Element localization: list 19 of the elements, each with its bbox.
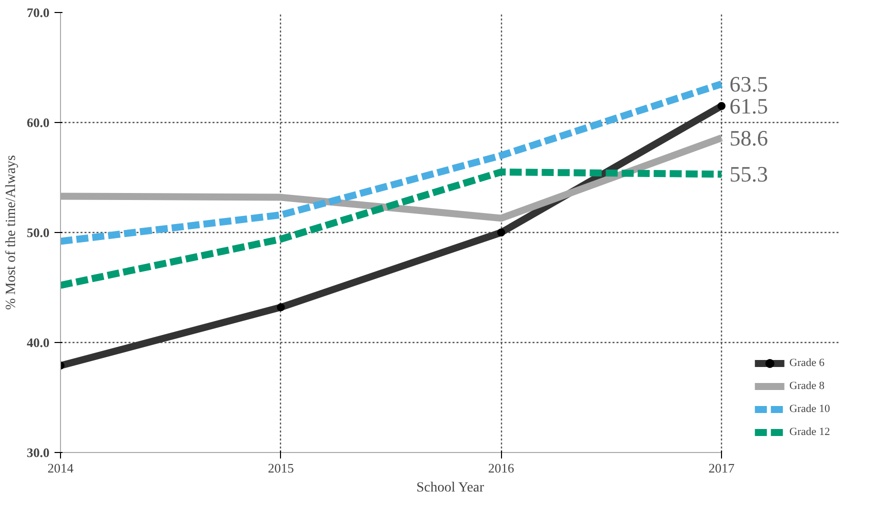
y-tick-label: 50.0: [26, 225, 50, 240]
legend-label: Grade 8: [789, 380, 824, 392]
x-tick-label: 2016: [488, 460, 515, 476]
data-label: 61.5: [730, 94, 768, 118]
y-tick-label: 60.0: [26, 115, 50, 130]
x-axis-title: School Year: [416, 480, 484, 496]
data-label: 58.6: [730, 125, 768, 150]
x-tick-label: 2017: [708, 460, 736, 476]
y-tick-label: 70.0: [26, 5, 50, 20]
y-tick-label: 30.0: [26, 445, 50, 460]
x-tick-label: 2015: [268, 460, 294, 476]
legend-label: Grade 10: [789, 403, 830, 415]
data-label: 55.3: [730, 162, 768, 187]
x-tick-label: 2014: [48, 460, 74, 476]
legend-label: Grade 12: [789, 426, 830, 438]
legend-label: Grade 6: [789, 357, 824, 369]
y-axis-title: % Most of the time/Always: [4, 155, 19, 310]
y-tick-label: 40.0: [26, 335, 50, 350]
data-label: 63.5: [730, 72, 768, 96]
